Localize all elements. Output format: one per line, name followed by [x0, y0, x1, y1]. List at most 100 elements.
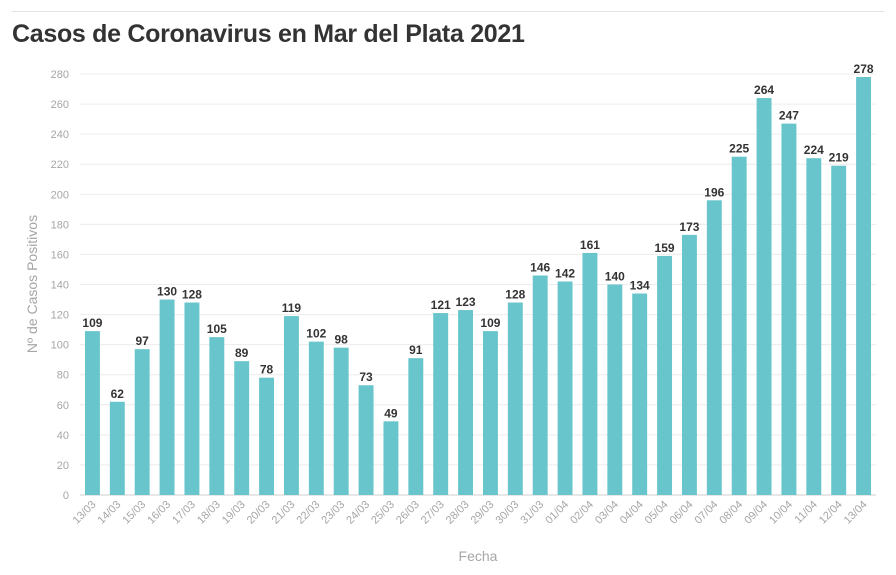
bar [632, 293, 648, 495]
x-tick-label: 07/04 [692, 499, 720, 527]
x-tick-label: 18/03 [195, 499, 223, 527]
data-label: 89 [235, 346, 249, 360]
x-tick-label: 30/03 [493, 499, 521, 527]
data-label: 130 [157, 285, 177, 299]
data-label: 173 [679, 220, 699, 234]
y-tick-label: 200 [51, 189, 69, 201]
y-tick-label: 80 [57, 370, 69, 382]
data-label: 109 [82, 316, 102, 330]
x-tick-label: 02/04 [568, 499, 596, 527]
bar [458, 310, 474, 495]
data-label: 98 [335, 333, 349, 347]
bar [557, 281, 573, 495]
data-label: 119 [282, 301, 302, 315]
data-label: 78 [260, 363, 274, 377]
data-label: 62 [111, 387, 125, 401]
data-label: 134 [630, 279, 650, 293]
bar [582, 252, 598, 495]
bar [184, 302, 200, 495]
x-tick-label: 06/04 [668, 499, 696, 527]
y-tick-label: 20 [57, 460, 69, 472]
x-tick-label: 13/03 [71, 499, 99, 527]
x-tick-label: 26/03 [394, 499, 422, 527]
x-tick-label: 10/04 [767, 499, 795, 527]
bar [333, 347, 349, 495]
x-tick-label: 11/04 [793, 499, 820, 526]
data-label: 196 [704, 185, 724, 199]
bar [507, 302, 523, 495]
bar [781, 123, 797, 495]
x-tick-label: 09/04 [742, 499, 770, 527]
y-tick-label: 260 [51, 99, 69, 111]
x-tick-label: 15/03 [120, 499, 148, 527]
bar [706, 200, 722, 496]
data-label: 73 [359, 370, 373, 384]
bar [657, 255, 673, 495]
x-tick-label: 28/03 [444, 499, 472, 527]
data-label: 49 [384, 406, 398, 420]
data-label: 146 [530, 260, 550, 274]
x-tick-label: 17/03 [170, 499, 198, 527]
y-tick-label: 240 [51, 129, 69, 141]
top-divider [12, 11, 884, 12]
data-label: 128 [182, 288, 202, 302]
x-tick-label: 24/03 [344, 499, 372, 527]
x-tick-label: 29/03 [469, 499, 497, 527]
data-label: 128 [505, 288, 525, 302]
data-label: 140 [605, 270, 625, 284]
bar [856, 77, 872, 495]
bar [482, 331, 498, 495]
x-tick-label: 08/04 [717, 499, 745, 527]
x-tick-label: 16/03 [145, 499, 173, 527]
y-tick-label: 160 [51, 249, 69, 261]
data-label: 159 [655, 241, 675, 255]
chart-title: Casos de Coronavirus en Mar del Plata 20… [12, 20, 525, 48]
bar [607, 284, 623, 495]
x-tick-label: 14/03 [95, 499, 123, 527]
data-label: 161 [580, 238, 600, 252]
data-label: 97 [136, 334, 150, 348]
y-tick-label: 120 [51, 310, 69, 322]
x-tick-label: 22/03 [294, 499, 322, 527]
y-tick-label: 40 [57, 430, 69, 442]
bar [731, 156, 747, 496]
y-tick-label: 140 [51, 280, 69, 292]
bar [831, 165, 847, 496]
x-tick-label: 23/03 [319, 499, 347, 527]
data-label: 123 [456, 295, 476, 309]
bar [159, 299, 175, 495]
bar [532, 275, 548, 495]
y-tick-label: 60 [57, 400, 69, 412]
bar [383, 421, 399, 495]
data-labels: 109 62 97 130 128 105 89 78 119 102 98 73 49 91 121 123… [82, 62, 873, 420]
x-tick-label: 03/04 [593, 499, 621, 527]
bar [308, 341, 324, 495]
x-tick-label: 13/04 [842, 499, 870, 527]
y-tick-label: 100 [51, 340, 69, 352]
bar [84, 331, 100, 495]
data-label: 105 [207, 322, 227, 336]
y-axis-title: Nº de Casos Positivos [24, 215, 40, 353]
x-tick-label: 04/04 [618, 499, 646, 527]
x-tick-label: 27/03 [419, 499, 447, 527]
bar [259, 377, 275, 495]
bar [433, 313, 449, 495]
data-label: 121 [431, 298, 451, 312]
x-tick-label: 12/04 [817, 499, 845, 527]
bar [134, 349, 150, 495]
data-label: 225 [729, 142, 749, 156]
data-label: 247 [779, 109, 799, 123]
y-tick-label: 180 [51, 219, 69, 231]
data-label: 224 [804, 143, 824, 157]
data-label: 142 [555, 266, 575, 280]
x-tick-label: 05/04 [643, 499, 671, 527]
y-tick-label: 220 [51, 159, 69, 171]
data-label: 91 [409, 343, 423, 357]
x-axis-ticks: 13/0314/0315/0316/0317/0318/0319/0320/03… [71, 499, 870, 527]
bar [358, 385, 374, 495]
bar [681, 234, 697, 495]
data-label: 219 [829, 151, 849, 165]
x-tick-label: 31/03 [518, 499, 546, 527]
x-tick-label: 21/03 [270, 499, 298, 527]
x-tick-label: 01/04 [543, 499, 571, 527]
